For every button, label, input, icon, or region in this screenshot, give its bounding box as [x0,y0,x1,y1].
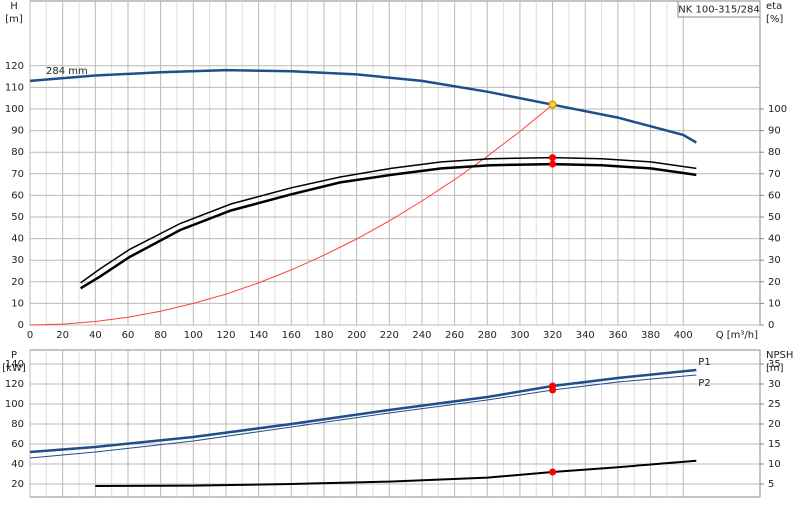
curve [29,68,697,144]
x-tick-label: 140 [249,330,268,341]
x-tick-label: 200 [347,330,366,341]
y-tick-label: 110 [5,82,24,93]
operating-point [549,386,557,394]
operating-point [549,468,557,476]
x-tick-label: 320 [543,330,562,341]
y2-tick-label: 20 [768,419,781,430]
x-tick-label: 40 [89,330,102,341]
y2-axis-label: NPSH [766,350,793,361]
x-tick-label: 120 [216,330,235,341]
y-tick-label: 40 [11,234,24,245]
chart-title: NK 100-315/284 [678,5,759,16]
y-tick-label: 10 [11,298,24,309]
operating-point [549,154,557,162]
x-tick-label: 0 [27,330,33,341]
y-axis-unit: [m] [5,14,23,25]
x-tick-label: 380 [641,330,660,341]
x-tick-label: 20 [56,330,69,341]
y2-tick-label: 20 [768,277,781,288]
y2-tick-label: 35 [768,359,781,370]
y2-tick-label: 60 [768,190,781,201]
x-tick-label: 280 [478,330,497,341]
y-tick-label: 100 [5,399,24,410]
curve [29,368,697,454]
x-tick-label: 220 [380,330,399,341]
y-tick-label: 0 [18,320,24,331]
operating-point [548,100,557,109]
y2-tick-label: 0 [768,320,774,331]
x-tick-label: 340 [576,330,595,341]
y2-tick-label: 15 [768,439,781,450]
curve [29,374,697,459]
x-tick-label: 260 [445,330,464,341]
y-tick-label: 140 [5,359,24,370]
y-axis-label: P [11,350,17,361]
x-tick-label: 60 [122,330,135,341]
x-tick-label: 360 [608,330,627,341]
y-tick-label: 20 [11,277,24,288]
y2-tick-label: 100 [768,104,787,115]
x-tick-label: 180 [314,330,333,341]
curve-label: P2 [698,378,710,389]
y-tick-label: 60 [11,190,24,201]
x-tick-label: 160 [282,330,301,341]
x-tick-label: 100 [184,330,203,341]
y-tick-label: 60 [11,439,24,450]
y-axis-unit: [kW] [2,363,26,374]
curve [29,104,553,326]
y-axis-label: H [10,1,18,12]
curve [79,162,697,290]
y2-tick-label: 10 [768,298,781,309]
y-tick-label: 30 [11,255,24,266]
x-tick-label: 300 [510,330,529,341]
plot-area [29,0,761,326]
title-box [677,0,761,18]
y2-tick-label: 30 [768,379,781,390]
y-tick-label: 100 [5,104,24,115]
y2-tick-label: 40 [768,234,781,245]
y-tick-label: 80 [11,147,24,158]
y-tick-label: 70 [11,169,24,180]
y-tick-label: 120 [5,61,24,72]
y2-axis-unit: [m] [766,363,784,374]
y2-tick-label: 30 [768,255,781,266]
x-tick-label: 80 [154,330,167,341]
x-tick-label: 240 [412,330,431,341]
y2-tick-label: 10 [768,459,781,470]
y-tick-label: 50 [11,212,24,223]
y2-tick-label: 80 [768,147,781,158]
y-tick-label: 120 [5,379,24,390]
curve-label: P1 [698,357,710,368]
y2-axis-label: eta [766,1,782,12]
x-axis-label: Q [m³/h] [716,330,758,341]
y-tick-label: 90 [11,126,24,137]
y2-tick-label: 90 [768,126,781,137]
y-tick-label: 20 [11,479,24,490]
y2-tick-label: 70 [768,169,781,180]
y2-tick-label: 25 [768,399,781,410]
curve [80,156,697,284]
y2-axis-unit: [%] [766,14,783,25]
operating-point [549,160,557,168]
curve [95,459,697,487]
curve-label: 284 mm [46,66,88,77]
y2-tick-label: 50 [768,212,781,223]
y-tick-label: 80 [11,419,24,430]
y2-tick-label: 5 [768,479,774,490]
x-tick-label: 400 [674,330,693,341]
y-tick-label: 40 [11,459,24,470]
